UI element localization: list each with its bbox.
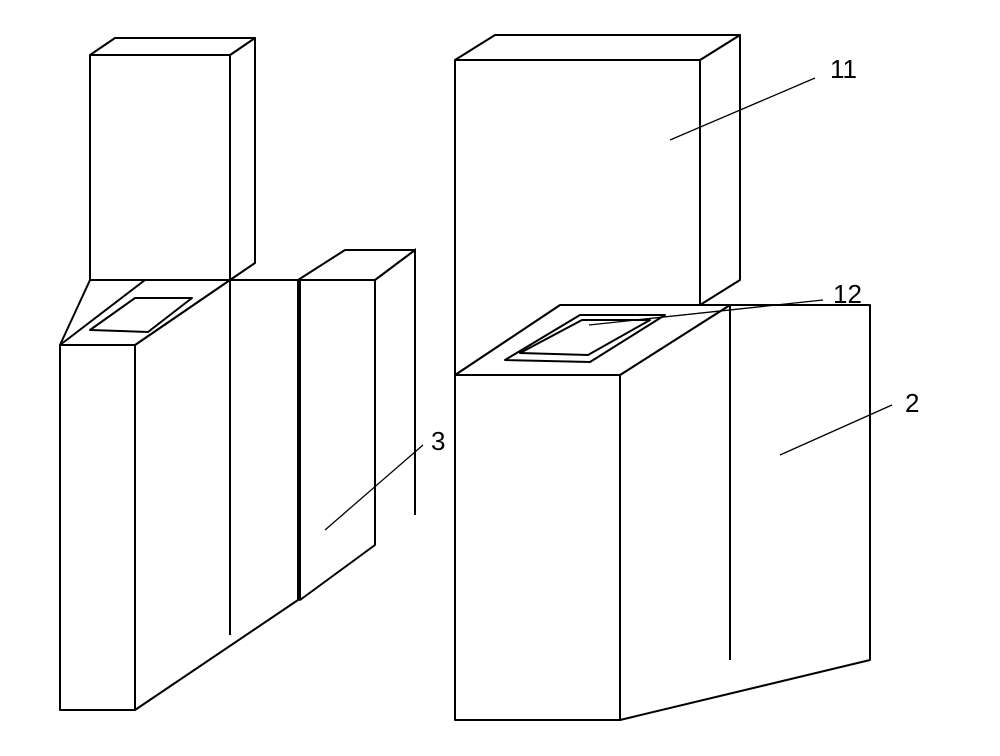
label-3: 3 — [431, 426, 445, 456]
label-11: 11 — [830, 54, 857, 84]
right-gate-unit — [455, 35, 870, 720]
gate-panel — [298, 250, 415, 600]
label-2: 2 — [905, 388, 919, 418]
label-12: 12 — [833, 279, 862, 309]
left-gate-unit — [60, 38, 298, 710]
